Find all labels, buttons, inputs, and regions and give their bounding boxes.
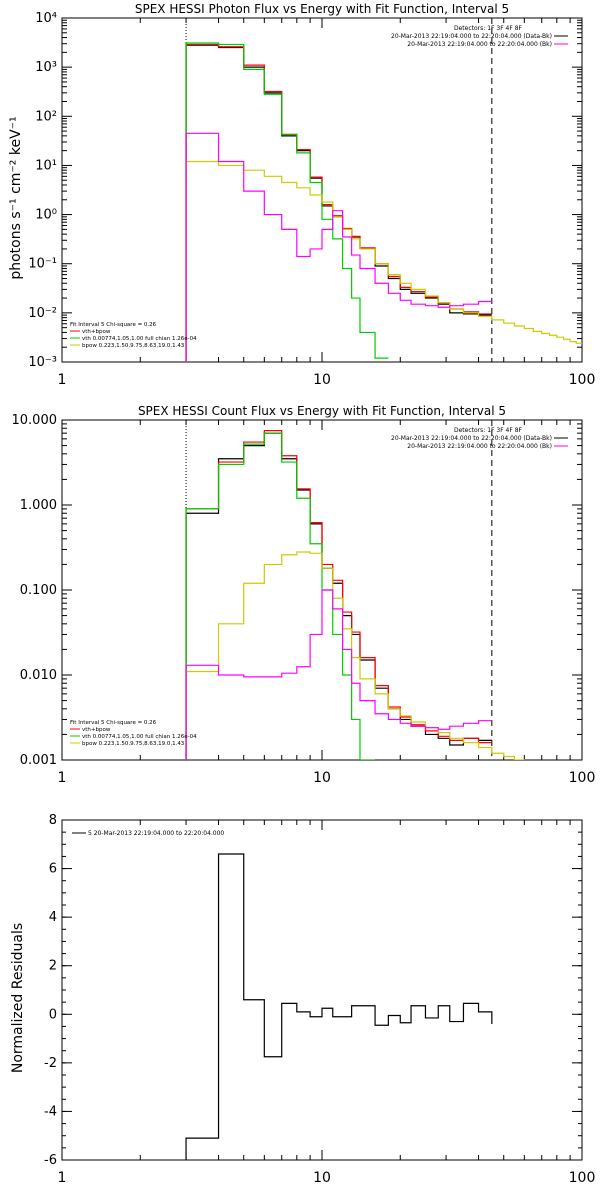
y-axis-label: Normalized Residuals <box>10 923 26 1073</box>
x-tick-label: 1 <box>58 1170 67 1186</box>
legend-entry: 20-Mar-2013 22:19:04.000 to 22:20:04.000… <box>407 41 552 48</box>
x-tick-label: 10 <box>313 372 331 388</box>
x-tick-label: 10 <box>313 770 331 786</box>
y-tick-label: 6 <box>49 862 57 877</box>
series-group <box>185 430 525 760</box>
plot-frame <box>61 819 583 1161</box>
x-tick-label: 10 <box>313 1170 331 1186</box>
legend-entry: bpow 0.223,1.50,9.75,8.63,19.0,1.43 <box>82 343 185 349</box>
legend-fit-info: Fit Interval 5 Chi-square = 0.26 <box>70 322 157 328</box>
series-group <box>185 42 582 362</box>
series-data-bk <box>185 44 492 362</box>
x-tick-label: 1 <box>58 372 67 388</box>
series-bpow <box>185 551 525 760</box>
legend-entry: 5 20-Mar-2013 22:19:04.000 to 22:20:04.0… <box>88 830 224 837</box>
y-tick-label: 1.000 <box>20 498 57 513</box>
x-tick-label: 100 <box>569 770 596 786</box>
x-tick-label: 1 <box>58 770 67 786</box>
y-tick-label: 10⁻² <box>28 306 57 321</box>
series-bk <box>185 589 492 760</box>
series-group <box>185 853 493 1160</box>
legend-entry: 20-Mar-2013 22:19:04.000 to 22:20:04.000… <box>407 443 552 450</box>
y-tick-label: 10.000 <box>12 413 58 428</box>
chart-panel-1: 1 10 100 10⁻³ 10⁻² 10⁻¹ 10⁰ 10¹ 10² 10³ 10⁴ SPEX HE… <box>8 2 595 388</box>
series-vth <box>185 432 376 760</box>
legend-entry: vth 0.00774,1.05,1.00 full chian 1.26e-0… <box>82 734 197 740</box>
x-tick-label: 100 <box>569 1170 596 1186</box>
legend-entry: vth+bpow <box>82 329 111 335</box>
legend-detectors: Detectors: 1F 3F 4F 8F <box>454 25 523 32</box>
y-tick-label: 10² <box>35 109 57 124</box>
series-5 <box>185 853 493 1160</box>
series-vth <box>185 42 389 362</box>
series-vth-bpow <box>185 43 492 362</box>
legend-entry: 20-Mar-2013 22:19:04.000 to 22:20:04.000… <box>391 435 552 442</box>
chart-title: SPEX HESSI Count Flux vs Energy with Fit… <box>138 404 506 418</box>
legend-entry: 20-Mar-2013 22:19:04.000 to 22:20:04.000… <box>391 33 552 40</box>
chart-panel-3: 1 10 100 -6 -4 -2 0 2 4 6 8 Normalized Residuals 5 2… <box>10 813 595 1186</box>
series-vth-bpow <box>185 430 492 760</box>
y-axis-label: photons s⁻¹ cm⁻² keV⁻¹ <box>8 116 24 279</box>
series-data-bk <box>185 432 492 760</box>
legend-entry: bpow 0.223,1.50,9.75,8.63,19.0,1.43 <box>82 741 185 747</box>
series-bk <box>185 132 492 362</box>
y-tick-label: 0.001 <box>20 753 57 768</box>
series-bpow <box>185 160 582 362</box>
y-tick-label: 10⁻¹ <box>28 257 57 272</box>
legend-fit-info: Fit Interval 5 Chi-square = 0.26 <box>70 720 157 726</box>
x-tick-label: 100 <box>569 372 596 388</box>
legend-detectors: Detectors: 1F 3F 4F 8F <box>454 427 523 434</box>
y-tick-label: -6 <box>44 1153 57 1168</box>
y-tick-label: 0 <box>49 1007 57 1022</box>
y-tick-label: -4 <box>44 1104 57 1119</box>
y-tick-label: 10⁴ <box>35 11 57 26</box>
legend-entry: vth+bpow <box>82 727 111 733</box>
y-tick-label: 10⁻³ <box>28 355 57 370</box>
y-tick-label: 0.100 <box>20 583 57 598</box>
y-tick-label: 8 <box>49 813 57 828</box>
y-tick-label: 10³ <box>35 60 57 75</box>
y-tick-label: 2 <box>49 959 57 974</box>
chart-panel-2: 1 10 100 0.001 0.010 0.100 1.000 10.000 SPEX HES… <box>12 404 596 786</box>
y-tick-label: 0.010 <box>20 668 57 683</box>
y-tick-label: 10¹ <box>35 158 57 173</box>
y-tick-label: -2 <box>44 1056 57 1071</box>
y-tick-label: 10⁰ <box>35 208 57 223</box>
chart-title: SPEX HESSI Photon Flux vs Energy with Fi… <box>135 2 509 16</box>
legend-entry: vth 0.00774,1.05,1.00 full chian 1.26e-0… <box>82 336 197 342</box>
y-tick-label: 4 <box>49 910 57 925</box>
